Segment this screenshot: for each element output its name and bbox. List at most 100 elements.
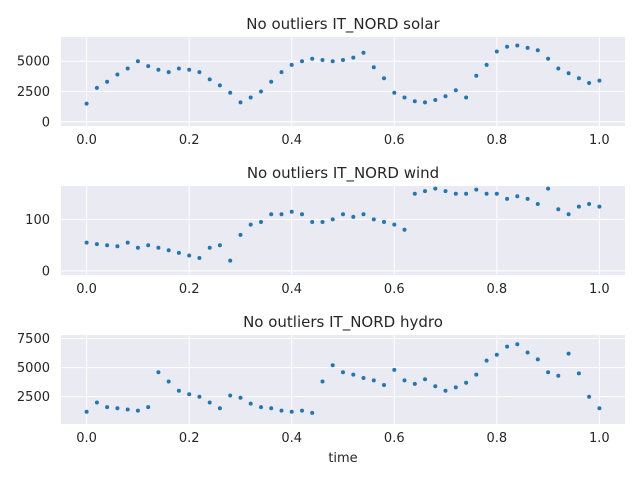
scatter-point — [392, 90, 397, 95]
scatter-point — [238, 232, 243, 237]
x-tick-label: 0.4 — [281, 282, 302, 297]
x-tick-label: 0.0 — [76, 133, 97, 148]
y-tick-label: 2500 — [17, 390, 50, 405]
scatter-point — [197, 256, 202, 260]
scatter-point — [484, 191, 489, 196]
scatter-point — [341, 370, 345, 375]
scatter-point — [125, 407, 130, 412]
scatter-point — [546, 370, 551, 375]
scatter-point — [289, 62, 294, 67]
scatter-point — [361, 376, 366, 380]
scatter-point — [412, 381, 417, 386]
scatter-point — [587, 81, 592, 85]
scatter-point — [371, 65, 376, 70]
scatter-point — [176, 388, 181, 393]
x-tick-label: 0.0 — [76, 431, 97, 446]
scatter-point — [176, 250, 181, 255]
scatter-point — [505, 196, 510, 201]
scatter-point — [125, 66, 130, 71]
scatter-point — [84, 240, 89, 245]
panel-hydro: 0.0 0.2 0.4 0.6 0.8 1.0 2500 5000 7500 No outlie… — [17, 313, 625, 446]
scatter-point — [187, 253, 192, 258]
x-tick-label: 0.4 — [281, 133, 302, 148]
scatter-point — [248, 95, 253, 100]
y-tick-label: 100 — [25, 213, 50, 228]
scatter-point — [115, 406, 120, 411]
scatter-point — [402, 95, 407, 100]
scatter-point — [382, 76, 386, 81]
scatter-point — [382, 220, 386, 224]
scatter-point — [156, 370, 161, 375]
scatter-point — [207, 245, 212, 250]
scatter-point — [176, 66, 181, 71]
scatter-point — [443, 94, 448, 99]
scatter-point — [135, 59, 140, 64]
scatter-point — [269, 212, 274, 217]
scatter-point — [166, 248, 171, 253]
scatter-point — [269, 406, 274, 411]
scatter-point — [300, 408, 304, 413]
scatter-point — [94, 400, 99, 405]
x-tick-label: 0.6 — [384, 133, 405, 148]
x-tick-label: 0.2 — [179, 431, 200, 446]
plot-area-solar — [61, 37, 625, 126]
scatter-point — [197, 70, 202, 75]
scatter-point — [453, 385, 458, 390]
scatter-point — [371, 217, 376, 222]
scatter-point — [392, 367, 397, 372]
scatter-point — [166, 379, 171, 384]
scatter-point — [125, 240, 130, 245]
scatter-point — [105, 405, 110, 410]
x-tick-label: 0.4 — [281, 431, 302, 446]
scatter-point — [320, 379, 325, 384]
scatter-point — [464, 380, 469, 385]
scatter-point — [94, 242, 99, 247]
scatter-point — [259, 220, 263, 224]
scatter-point — [279, 408, 284, 413]
scatter-point — [166, 70, 171, 75]
scatter-point — [443, 189, 448, 194]
scatter-point — [494, 49, 499, 54]
scatter-point — [535, 48, 540, 53]
x-axis-label: time — [328, 451, 357, 466]
scatter-point — [423, 189, 427, 194]
scatter-point — [392, 222, 397, 227]
scatter-point — [146, 64, 151, 69]
scatter-point — [484, 62, 489, 67]
scatter-point — [546, 56, 551, 61]
scatter-point — [248, 401, 253, 406]
scatter-point — [300, 212, 304, 217]
scatter-point — [341, 212, 345, 217]
scatter-point — [217, 243, 222, 248]
scatter-point — [515, 194, 520, 199]
scatter-point — [412, 99, 417, 104]
x-tick-label: 0.8 — [486, 282, 507, 297]
scatter-point — [84, 101, 89, 106]
x-tick-label: 1.0 — [589, 431, 610, 446]
scatter-point — [402, 227, 407, 232]
scatter-point — [279, 70, 284, 75]
scatter-point — [351, 55, 356, 60]
scatter-point — [351, 372, 356, 377]
scatter-point — [587, 202, 592, 206]
y-tick-label: 7500 — [17, 332, 50, 347]
scatter-point — [556, 66, 561, 71]
scatter-point — [515, 43, 520, 48]
scatter-point — [269, 79, 274, 84]
tick-labels-solar: 0.0 0.2 0.4 0.6 0.8 1.0 0 2500 5000 — [17, 55, 610, 148]
scatter-point — [146, 405, 151, 410]
scatter-point — [453, 88, 458, 93]
tick-labels-wind: 0.0 0.2 0.4 0.6 0.8 1.0 0 100 — [25, 213, 610, 297]
scatter-point — [597, 406, 602, 411]
scatter-point — [525, 350, 530, 355]
scatter-point — [371, 378, 376, 383]
scatter-point — [187, 392, 192, 397]
scatter-point — [525, 45, 530, 50]
scatter-point — [105, 79, 110, 84]
scatter-point — [156, 67, 161, 72]
scatter-point — [105, 243, 110, 248]
scatter-point — [423, 377, 427, 382]
scatter-point — [238, 395, 243, 400]
scatter-point — [187, 67, 192, 72]
x-tick-label: 0.8 — [486, 431, 507, 446]
